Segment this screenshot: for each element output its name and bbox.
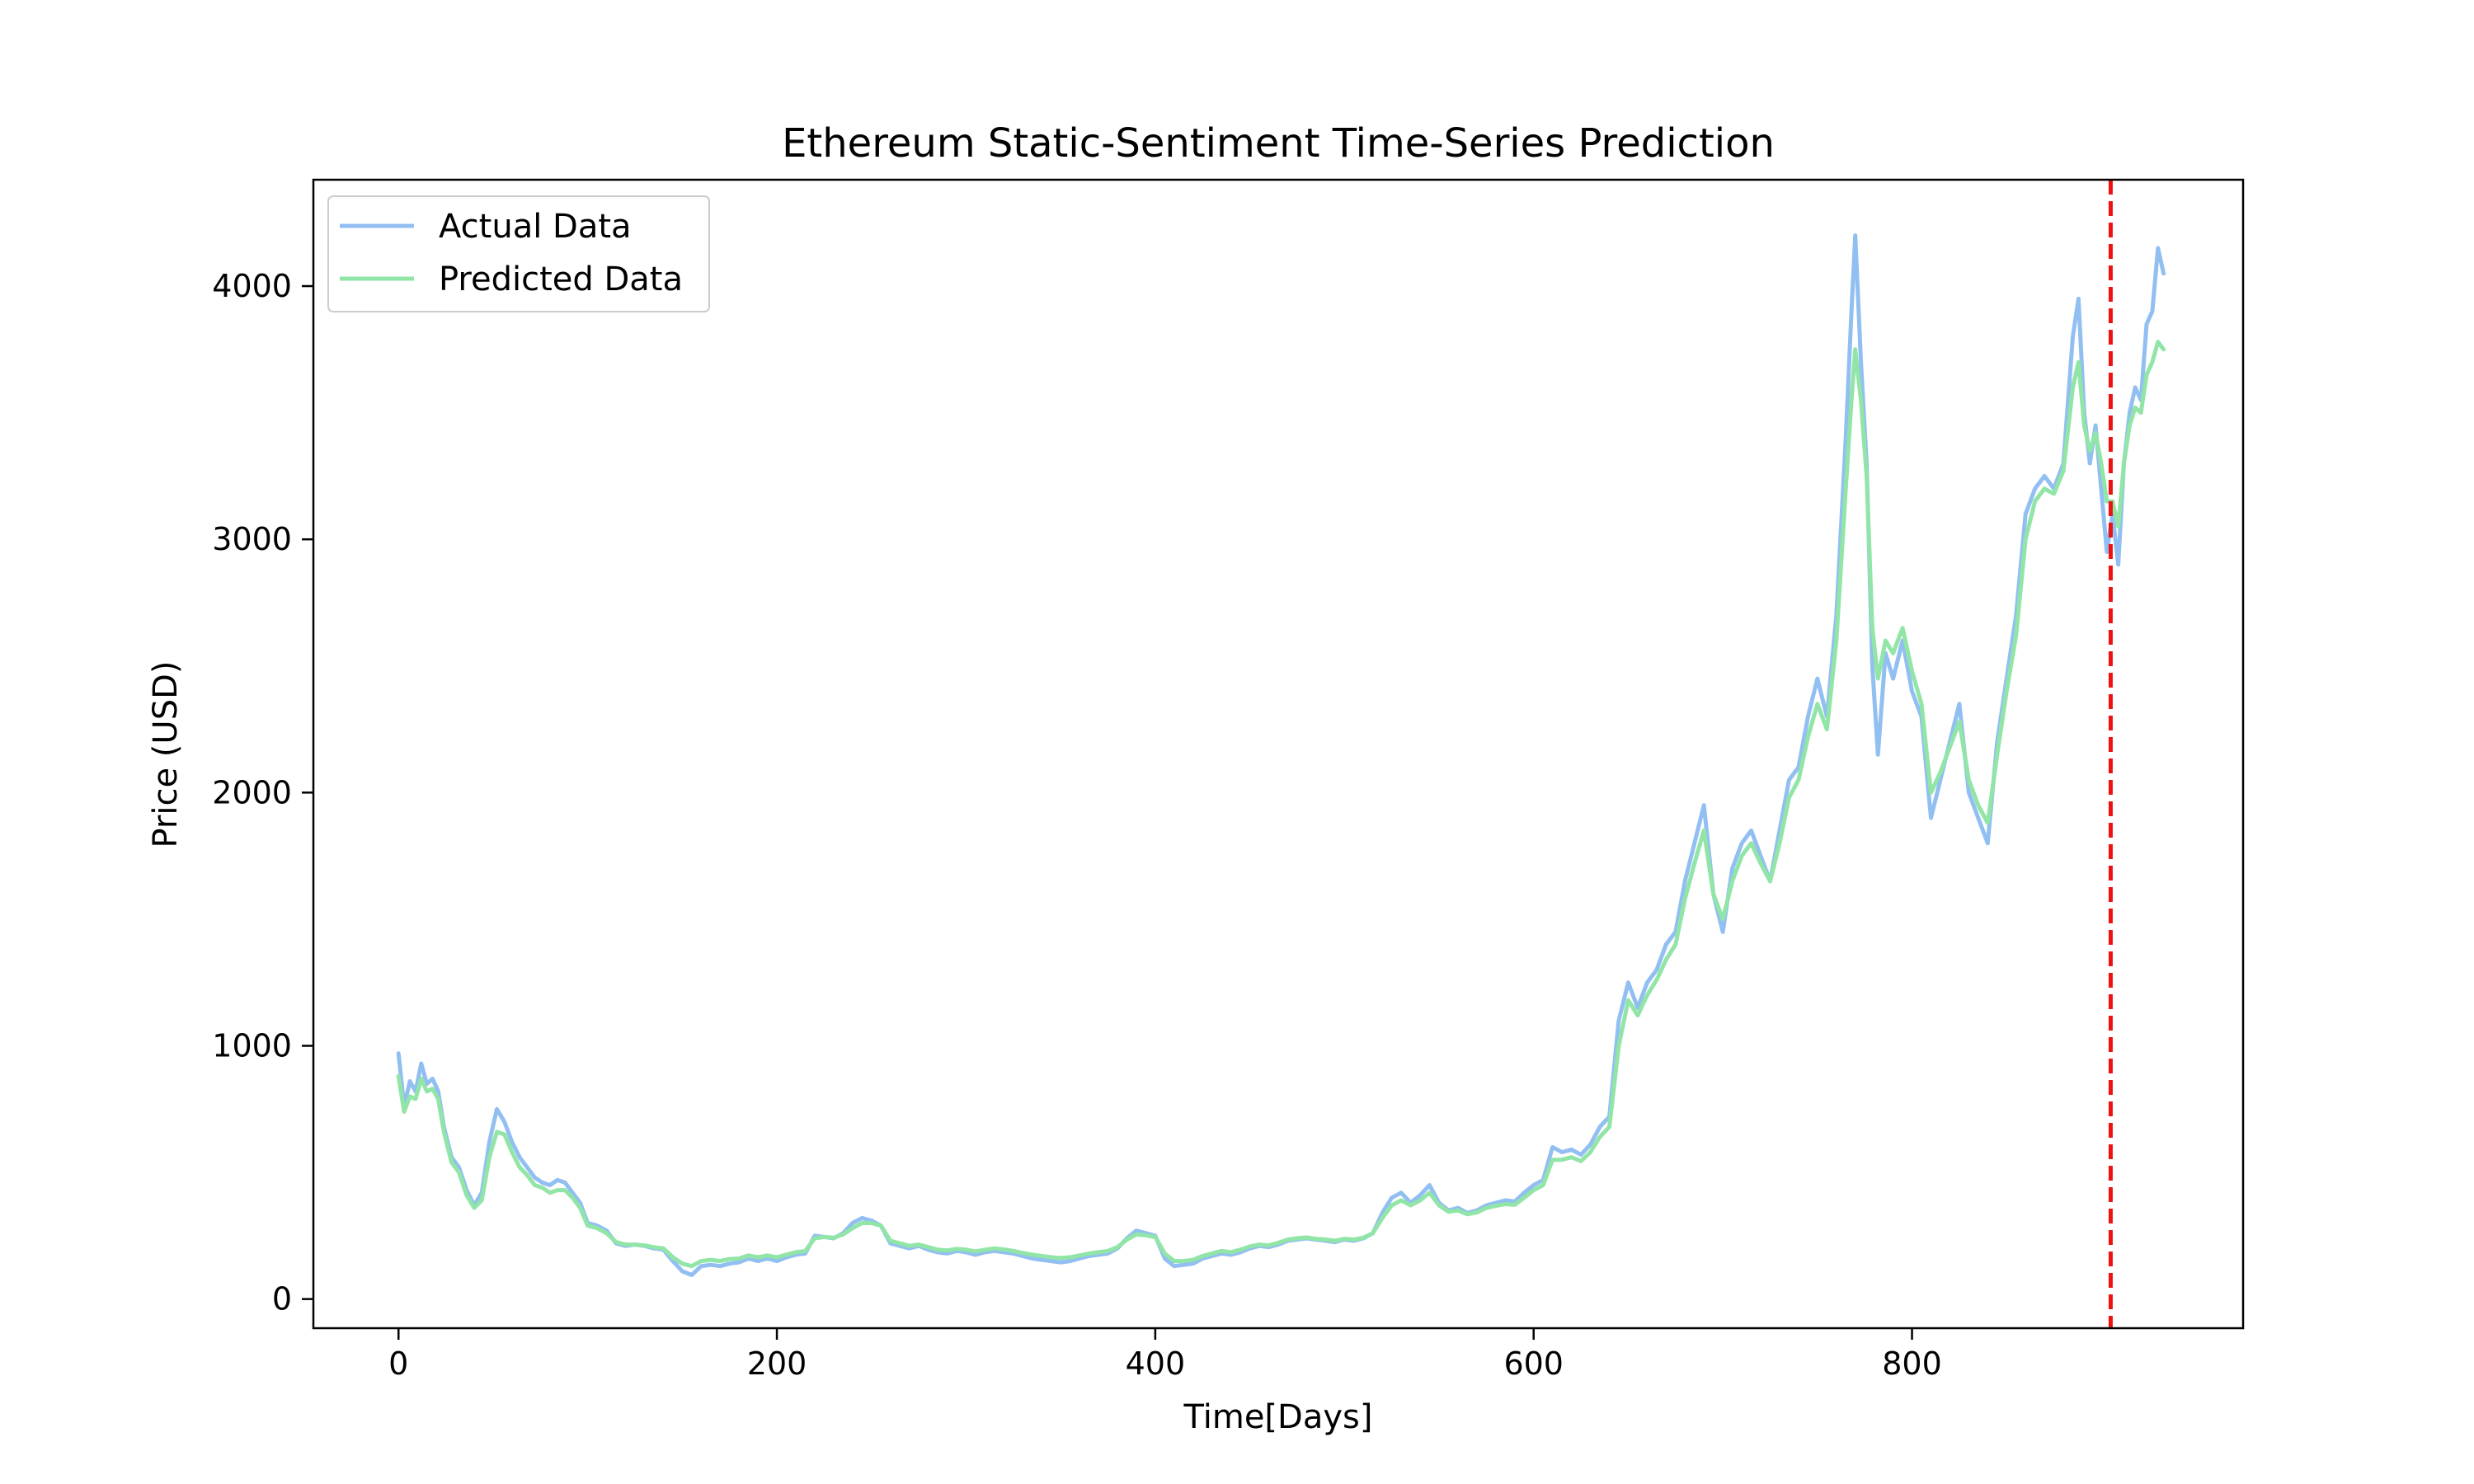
y-tick-label: 2000: [212, 774, 292, 810]
legend-box: [327, 195, 710, 312]
y-tick-label: 0: [272, 1281, 292, 1317]
x-tick-label: 0: [388, 1345, 408, 1382]
y-tick-label: 1000: [212, 1028, 292, 1064]
plot-frame: [312, 178, 2245, 1330]
series-line-predicted: [396, 340, 2166, 1269]
x-axis-label: Time[Days]: [1183, 1398, 1373, 1436]
y-axis: 0 1000 2000 3000 4000: [212, 268, 313, 1317]
x-axis: 0 200 400 600 800: [388, 1328, 1942, 1382]
x-tick-label: 800: [1882, 1345, 1942, 1382]
plot-area: [396, 180, 2166, 1328]
x-tick-label: 600: [1503, 1345, 1564, 1382]
legend: Actual Data Predicted Data: [327, 195, 710, 312]
y-tick-label: 4000: [212, 268, 292, 304]
legend-label-actual: Actual Data: [439, 208, 632, 246]
legend-label-predicted: Predicted Data: [439, 261, 683, 298]
x-tick-label: 400: [1126, 1345, 1186, 1382]
y-tick-label: 3000: [212, 521, 292, 557]
chart-title: Ethereum Static-Sentiment Time-Series Pr…: [782, 120, 1775, 167]
x-tick-label: 200: [747, 1345, 807, 1382]
y-axis-label: Price (USD): [147, 661, 185, 848]
